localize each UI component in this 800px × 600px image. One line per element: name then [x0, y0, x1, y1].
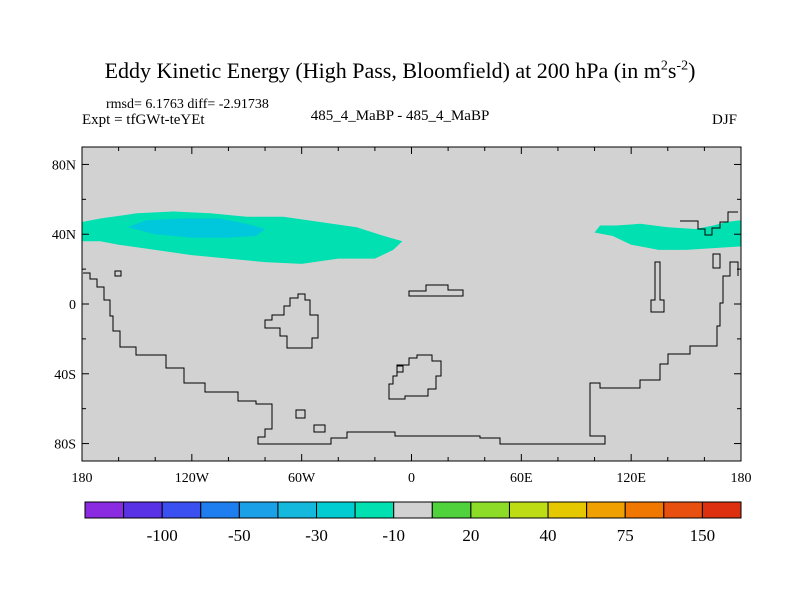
coastline-island-1	[114, 270, 122, 277]
field-region-1	[127, 218, 266, 238]
colorbar-box	[663, 501, 703, 519]
colorbar-box	[393, 501, 433, 519]
coastline-island-4	[396, 365, 404, 373]
coastline-east-2	[680, 211, 738, 236]
y-tick-label: 80N	[52, 158, 76, 173]
coastline-island-2	[295, 409, 306, 419]
title-close-paren: )	[688, 58, 696, 83]
field-shading	[82, 211, 741, 264]
chart-title-text: Eddy Kinetic Energy (High Pass, Bloomfie…	[104, 58, 661, 83]
field-region-2	[594, 220, 741, 250]
axis-ticks: 180 120W 60W 0 60E 120E 180 80N 40N 0 40S 80S	[52, 147, 752, 486]
stats-label: rmsd= 6.1763 diff= -2.91738	[106, 97, 269, 112]
colorbar-box	[123, 501, 163, 519]
y-tick-label: 40N	[52, 228, 76, 243]
colorbar-label: -100	[147, 526, 178, 545]
colorbar: -100 -50 -30 -10 20 40 75 150	[84, 501, 742, 545]
colorbar-box	[586, 501, 626, 519]
x-tick-label: 60W	[288, 471, 316, 486]
season-label: DJF	[712, 112, 738, 128]
experiment-label: Expt = tfGWt-teYEt	[82, 112, 205, 128]
colorbar-label: -30	[305, 526, 328, 545]
map-area: 180 120W 60W 0 60E 120E 180 80N 40N 0 40S 80S	[52, 146, 752, 486]
title-units-superscript-1: 2	[660, 58, 668, 74]
colorbar-box	[277, 501, 318, 519]
colorbar-box	[624, 501, 665, 519]
x-tick-label: 0	[408, 471, 415, 486]
colorbar-label: 75	[617, 526, 634, 545]
colorbar-label: 150	[690, 526, 716, 545]
colorbar-label: -50	[228, 526, 251, 545]
coastline-east-1	[650, 261, 665, 313]
y-tick-label: 0	[69, 298, 76, 313]
colorbar-label: -10	[382, 526, 405, 545]
coastline-africa	[264, 293, 319, 349]
colorbar-box	[701, 501, 742, 519]
x-tick-label: 180	[731, 471, 752, 486]
colorbar-box	[84, 501, 125, 519]
colorbar-box	[354, 501, 395, 519]
colorbar-box	[431, 501, 472, 519]
x-tick-label: 180	[72, 471, 93, 486]
x-tick-label: 120E	[616, 471, 646, 486]
colorbar-box	[161, 501, 202, 519]
coastline-east-3	[712, 253, 721, 269]
title-units-superscript-2: -2	[676, 58, 689, 74]
coastline-island-3	[313, 424, 326, 433]
map-background	[82, 147, 741, 461]
coastline	[83, 211, 739, 445]
y-tick-label: 40S	[54, 368, 76, 383]
coastline-island-5	[408, 284, 464, 297]
colorbar-label: 40	[540, 526, 557, 545]
x-tick-label: 120W	[175, 471, 210, 486]
colorbar-box	[547, 501, 588, 519]
chart-title: Eddy Kinetic Energy (High Pass, Bloomfie…	[0, 58, 800, 84]
colorbar-box	[470, 501, 510, 519]
colorbar-box	[238, 501, 279, 519]
colorbar-box	[316, 501, 356, 519]
colorbar-label: 20	[462, 526, 479, 545]
coastline-south-america	[83, 261, 739, 445]
y-tick-label: 80S	[54, 438, 76, 453]
x-tick-label: 60E	[510, 471, 533, 486]
colorbar-box	[200, 501, 240, 519]
run-label: 485_4_MaBP - 485_4_MaBP	[310, 108, 490, 124]
title-units-mid: s	[667, 58, 677, 83]
colorbar-box	[508, 501, 549, 519]
